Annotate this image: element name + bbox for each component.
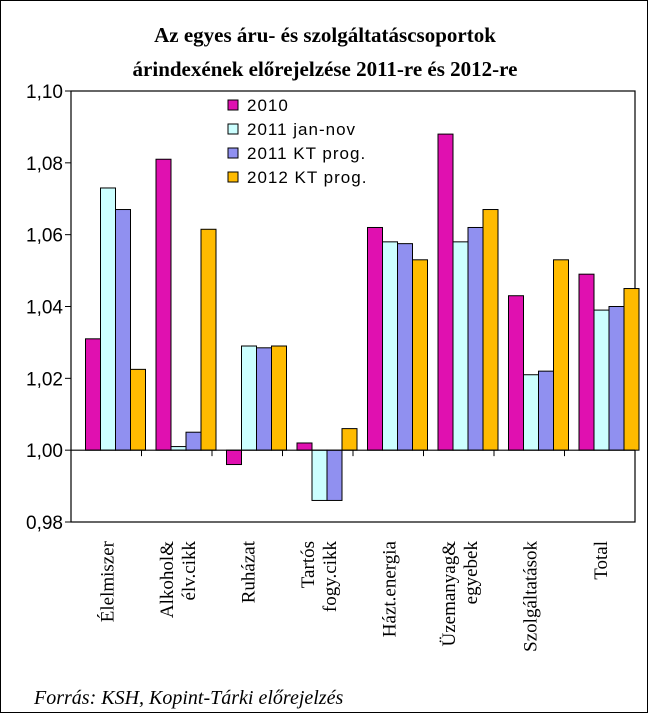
bar <box>271 345 287 451</box>
x-category-label: Ruházat <box>238 540 259 603</box>
y-tick-label: 1,10 <box>26 82 63 103</box>
bar <box>241 345 257 451</box>
bar <box>115 209 131 451</box>
x-category-label: Alkohol& <box>157 541 178 618</box>
bar <box>538 370 554 451</box>
bar <box>608 306 625 451</box>
legend-label: 2011 KT prog. <box>247 144 366 163</box>
bar <box>200 228 217 451</box>
bar <box>256 347 272 451</box>
legend-swatch <box>227 171 239 183</box>
bar <box>85 338 101 451</box>
bar <box>341 428 358 451</box>
x-category-label: fogy.cikk <box>320 541 341 613</box>
bar <box>437 133 454 451</box>
y-tick-label: 0,98 <box>26 513 63 534</box>
bar <box>100 187 116 451</box>
bar <box>482 209 499 451</box>
bar <box>553 259 569 451</box>
legend-label: 2011 jan-nov <box>247 120 356 139</box>
y-tick-label: 1,06 <box>26 226 63 247</box>
bar <box>467 226 484 451</box>
chart-title-line-2: árindexének előrejelzése 2011-re és 2012… <box>132 57 518 81</box>
legend-swatch <box>227 147 239 159</box>
legend-swatch <box>227 99 239 111</box>
chart-title-line-1: Az egyes áru- és szolgáltatáscsoportok <box>154 23 496 47</box>
bar <box>593 309 610 451</box>
y-tick-label: 1,08 <box>26 154 63 175</box>
bar <box>412 259 428 451</box>
y-tick-label: 1,00 <box>26 441 63 462</box>
legend-label: 2010 <box>247 96 289 115</box>
bar <box>130 368 146 451</box>
bar <box>508 295 524 451</box>
x-category-label: Élelmiszer <box>96 540 118 622</box>
source-note: Forrás: KSH, Kopint-Tárki előrejelzés <box>34 687 344 709</box>
bar <box>452 241 469 451</box>
y-tick-label: 1,04 <box>26 298 63 319</box>
bar <box>296 442 313 451</box>
bar <box>397 243 413 451</box>
bar <box>226 449 242 466</box>
x-category-label: Üzemanyag& <box>439 541 460 647</box>
bar <box>367 226 383 451</box>
x-category-label: Total <box>591 541 612 580</box>
x-category-label: egyebek <box>461 541 482 605</box>
x-category-label: élv.cikk <box>179 541 200 601</box>
bar <box>623 288 640 451</box>
bar <box>382 241 398 451</box>
bar <box>155 158 172 451</box>
bar <box>185 431 202 451</box>
legend-label: 2012 KT prog. <box>247 168 367 187</box>
x-category-label: Tartós <box>298 541 319 588</box>
legend-swatch <box>227 123 239 135</box>
bar <box>578 273 595 451</box>
legend-box <box>223 94 421 210</box>
bar <box>311 449 328 501</box>
y-tick-label: 1,02 <box>26 369 63 390</box>
x-category-label: Házt.energia <box>379 540 400 637</box>
x-category-label: Szolgáltatások <box>520 541 541 652</box>
bar <box>523 374 539 451</box>
bar <box>326 449 343 501</box>
